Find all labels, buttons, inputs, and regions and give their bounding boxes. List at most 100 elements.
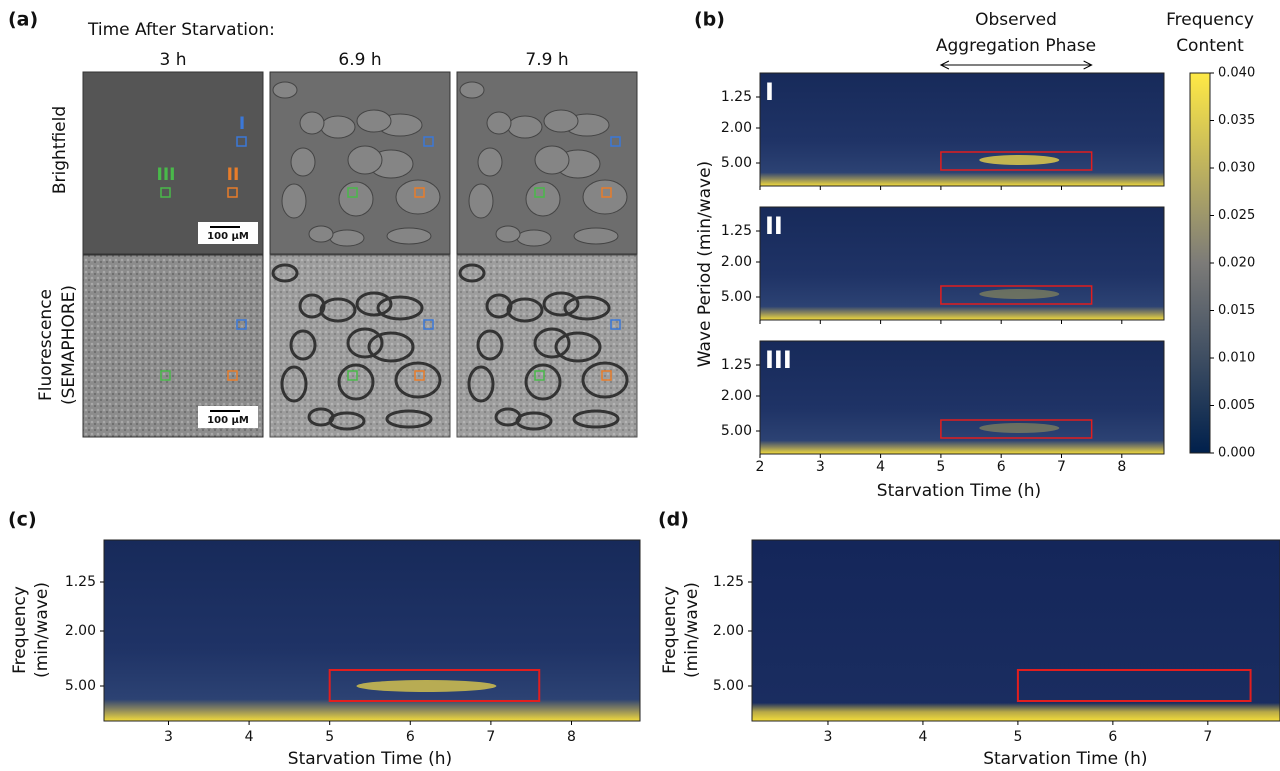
region-box	[534, 370, 545, 381]
x-tick-label: 7	[486, 729, 495, 745]
aggregate	[289, 329, 317, 361]
region-box	[423, 319, 434, 330]
aggregate	[563, 295, 611, 321]
y-tick-label: 5.00	[713, 678, 744, 694]
scale-bar-label: 100 μM	[207, 415, 249, 426]
subplot-label: III	[765, 346, 792, 374]
heatmap	[759, 72, 1165, 187]
x-tick-label: 8	[567, 729, 576, 745]
y-tick-label: 1.25	[721, 357, 752, 373]
y-tick-label: 5.00	[721, 423, 752, 439]
y-tick-label: 2.00	[713, 623, 744, 639]
aggregate	[516, 229, 552, 247]
aggregate	[347, 145, 383, 175]
x-axis-title: Starvation Time (h)	[877, 481, 1041, 501]
region-label: II	[227, 165, 240, 185]
x-tick-label: 5	[936, 459, 945, 475]
region-box	[414, 187, 425, 198]
heat-blob	[979, 289, 1060, 299]
region-box	[423, 136, 434, 147]
colorbar-tick-label: 0.035	[1218, 113, 1255, 128]
aggregate	[338, 181, 374, 217]
region-box	[227, 370, 238, 381]
aggregate	[476, 329, 504, 361]
aggregate	[506, 297, 544, 323]
heat-blob	[356, 680, 497, 692]
colorbar-tick-label: 0.040	[1218, 66, 1255, 81]
aggregate	[356, 109, 392, 133]
y-axis-title: Frequency	[660, 586, 680, 674]
column-label: 7.9 h	[525, 50, 568, 70]
x-axis-title: Starvation Time (h)	[288, 749, 452, 769]
y-tick-label: 2.00	[721, 120, 752, 136]
aggregate	[385, 409, 433, 429]
heat-blob	[979, 423, 1060, 433]
colorbar	[1189, 72, 1211, 454]
panel-label: (c)	[8, 509, 37, 531]
aggregate	[376, 295, 424, 321]
aggregate	[543, 109, 579, 133]
x-axis-title: Starvation Time (h)	[983, 749, 1147, 769]
fluorescence-image	[269, 254, 451, 438]
aggregate	[271, 263, 299, 283]
region-box	[347, 187, 358, 198]
aggregate	[319, 297, 357, 323]
x-tick-label: 4	[918, 729, 927, 745]
colorbar-title: Content	[1176, 36, 1244, 56]
y-axis-title: (min/wave)	[32, 582, 52, 678]
aggregate	[573, 227, 619, 245]
x-tick-label: 3	[824, 729, 833, 745]
y-tick-label: 2.00	[721, 254, 752, 270]
annotation: Observed	[975, 10, 1057, 30]
colorbar-tick-label: 0.030	[1218, 161, 1255, 176]
aggregate	[507, 115, 543, 139]
region-box	[347, 370, 358, 381]
aggregate	[280, 365, 308, 403]
region-box	[160, 370, 171, 381]
region-label: III	[157, 165, 176, 185]
row-label: (SEMAPHORE)	[59, 285, 79, 405]
aggregate	[534, 145, 570, 175]
colorbar-tick-label: 0.025	[1218, 208, 1255, 223]
colorbar-tick-label: 0.000	[1218, 446, 1255, 461]
aggregate	[494, 407, 522, 427]
aggregate	[458, 263, 486, 283]
aggregate	[281, 183, 307, 219]
highlight-box	[940, 151, 1093, 171]
aggregate	[337, 363, 375, 401]
y-tick-label: 2.00	[65, 623, 96, 639]
panel-label: (b)	[694, 9, 725, 31]
aggregate	[581, 361, 629, 399]
aggregate	[367, 331, 415, 363]
x-tick-label: 4	[245, 729, 254, 745]
region-box	[601, 187, 612, 198]
x-tick-label: 7	[1057, 459, 1066, 475]
region-box	[227, 187, 238, 198]
y-tick-label: 1.25	[721, 89, 752, 105]
aggregate	[290, 147, 316, 177]
colorbar-tick-label: 0.020	[1218, 256, 1255, 271]
x-tick-label: 6	[997, 459, 1006, 475]
heatmap	[751, 539, 1280, 722]
colorbar-tick-label: 0.005	[1218, 398, 1255, 413]
y-tick-label: 1.25	[721, 223, 752, 239]
region-box	[414, 370, 425, 381]
aggregate	[485, 293, 513, 319]
aggregate	[477, 147, 503, 177]
heat-blob	[979, 155, 1060, 165]
y-tick-label: 5.00	[65, 678, 96, 694]
region-box	[236, 319, 247, 330]
y-tick-label: 5.00	[721, 289, 752, 305]
x-tick-label: 5	[1013, 729, 1022, 745]
aggregate	[394, 361, 442, 399]
aggregate	[386, 227, 432, 245]
region-label: I	[239, 114, 245, 134]
x-tick-label: 8	[1117, 459, 1126, 475]
y-tick-label: 1.25	[65, 574, 96, 590]
heatmap	[759, 340, 1165, 455]
subplot-label: I	[765, 78, 774, 106]
y-axis-title: Wave Period (min/wave)	[695, 161, 715, 367]
aggregate	[459, 81, 485, 99]
aggregate	[320, 115, 356, 139]
